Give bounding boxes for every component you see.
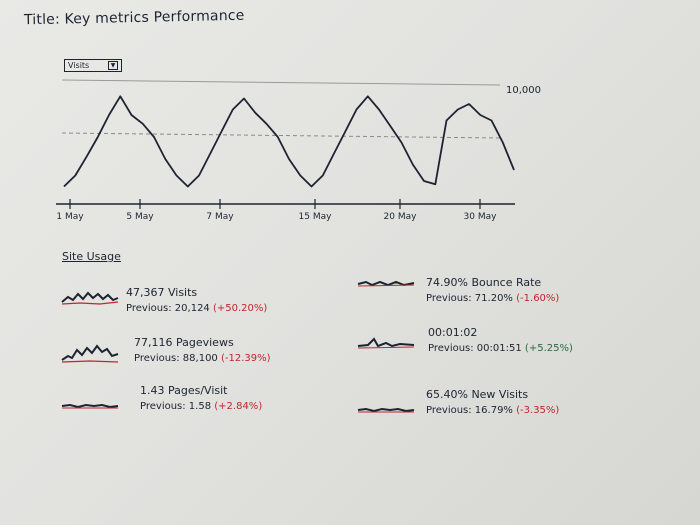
- stat-visits-value: 47,367 Visits: [126, 286, 198, 299]
- stat-new-visits-change: (-3.35%): [516, 405, 560, 416]
- stat-bounce-rate[interactable]: 74.90% Bounce Rate Previous: 71.20% (-1.…: [356, 276, 656, 312]
- stat-new-visits-previous: Previous: 16.79%: [426, 405, 513, 416]
- x-tick-label: 20 May: [383, 212, 417, 222]
- stat-pages-per-visit-previous: Previous: 1.58: [140, 401, 212, 412]
- dropdown-icon[interactable]: ▼: [108, 61, 118, 70]
- stat-pageviews-change: (-12.39%): [221, 353, 271, 364]
- sparkline-bounce-rate: [357, 280, 415, 287]
- mid-gridline: [61, 132, 501, 139]
- stat-bounce-rate-previous: Previous: 71.20%: [426, 293, 513, 304]
- stat-new-visits-value: 65.40% New Visits: [426, 388, 529, 401]
- sparkline-pageviews: [61, 344, 119, 363]
- x-tick-label: 7 May: [206, 212, 234, 222]
- sparkline-new-visits: [357, 407, 415, 413]
- sparkline-avg-duration: [357, 337, 415, 349]
- stat-pages-per-visit[interactable]: 1.43 Pages/Visit Previous: 1.58 (+2.84%): [60, 384, 320, 420]
- stat-avg-duration-value: 00:01:02: [428, 326, 478, 339]
- stat-visits-change: (+50.20%): [213, 303, 268, 314]
- stat-visits-previous: Previous: 20,124: [126, 303, 210, 314]
- stat-pages-per-visit-change: (+2.84%): [214, 401, 263, 412]
- visits-series-line: [63, 95, 515, 188]
- metric-select-value: Visits: [68, 61, 90, 70]
- stat-avg-duration[interactable]: 00:01:02 Previous: 00:01:51 (+5.25%): [356, 326, 656, 362]
- stat-avg-duration-change: (+5.25%): [524, 343, 573, 354]
- site-usage-heading: Site Usage: [62, 250, 121, 263]
- stat-new-visits[interactable]: 65.40% New Visits Previous: 16.79% (-3.3…: [356, 388, 656, 424]
- stat-avg-duration-previous: Previous: 00:01:51: [428, 343, 522, 354]
- x-tick-label: 1 May: [56, 212, 84, 222]
- x-tick-label: 15 May: [298, 212, 332, 222]
- x-tick-label: 30 May: [463, 212, 497, 222]
- x-tick-label: 5 May: [126, 212, 154, 222]
- max-gridline: [61, 79, 501, 86]
- sparkline-pages-per-visit: [61, 403, 119, 409]
- sparkline-visits: [61, 291, 119, 305]
- stat-pageviews-previous: Previous: 88,100: [134, 353, 218, 364]
- y-max-label: 10,000: [506, 85, 541, 96]
- stat-pageviews-value: 77,116 Pageviews: [134, 336, 234, 349]
- stat-bounce-rate-value: 74.90% Bounce Rate: [426, 276, 542, 289]
- metric-select[interactable]: Visits ▼: [64, 59, 122, 72]
- stat-visits[interactable]: 47,367 Visits Previous: 20,124 (+50.20%): [60, 286, 320, 322]
- stat-pages-per-visit-value: 1.43 Pages/Visit: [140, 384, 228, 397]
- stat-pageviews[interactable]: 77,116 Pageviews Previous: 88,100 (-12.3…: [60, 336, 320, 372]
- stat-bounce-rate-change: (-1.60%): [516, 293, 560, 304]
